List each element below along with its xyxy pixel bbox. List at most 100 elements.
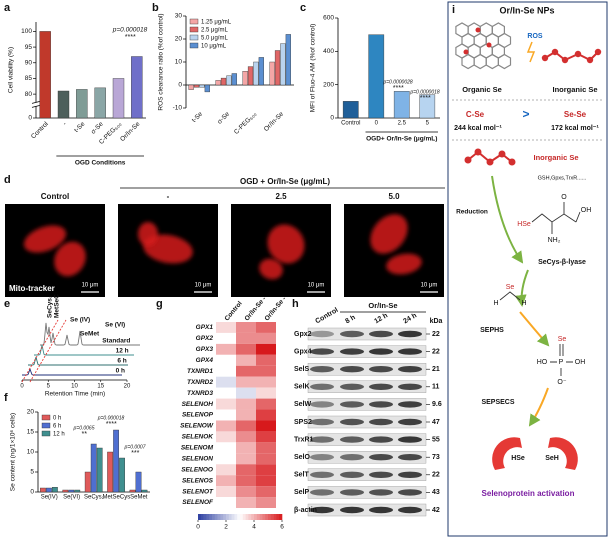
bar	[199, 84, 205, 88]
panel-letter: c	[300, 2, 306, 14]
colorbar-label: 0	[196, 524, 200, 531]
schematic-text: O⁻	[557, 379, 566, 386]
row-label: SelP	[294, 489, 310, 496]
annotation: p=0.000018	[97, 415, 125, 421]
blot-band	[310, 383, 334, 390]
bar	[419, 94, 436, 119]
bar	[74, 489, 81, 493]
y-tick-label: 600	[323, 15, 334, 22]
peak-label: Se (IV)	[70, 317, 90, 324]
phosphate-bonds	[550, 344, 573, 376]
legend-label: 5.0 μg/mL	[201, 36, 228, 42]
stain-label: Mito-tracker	[9, 284, 55, 293]
row-label: SelW	[294, 401, 312, 408]
cell-signal	[138, 222, 158, 246]
heatmap-cell	[256, 420, 276, 432]
heatmap-cell	[216, 409, 236, 421]
blot-band	[340, 401, 364, 408]
row-label: SELENOK	[182, 434, 215, 441]
column-label: 24 h	[402, 312, 418, 325]
bar	[274, 50, 281, 86]
blot-band	[369, 436, 393, 443]
kda-label: 9.6	[432, 401, 442, 408]
heatmap-cell	[236, 332, 256, 344]
blot-band	[340, 506, 364, 514]
heatmap-cell	[236, 453, 256, 465]
row-label: SPS2	[294, 419, 312, 426]
blot-band	[310, 330, 334, 338]
heatmap-cell	[236, 343, 256, 355]
heatmap-cell	[216, 398, 236, 410]
cell-signal	[23, 225, 67, 253]
y-tick-label: 20	[175, 36, 183, 43]
x-tick-label: Control	[341, 121, 360, 127]
heatmap-cell	[236, 409, 256, 421]
row-label: TXNRD2	[187, 379, 213, 386]
heatmap-cell	[256, 409, 276, 421]
blot-band	[398, 348, 422, 355]
colorbar-step	[228, 514, 232, 520]
peak-label: Se (VI)	[105, 322, 125, 329]
annotation: ***	[131, 450, 139, 457]
colorbar-step	[276, 514, 280, 520]
graphene-ring	[485, 53, 499, 70]
blot-band	[369, 454, 393, 461]
cell-signal	[54, 241, 86, 277]
heatmap-cell	[236, 376, 256, 388]
colorbar-step	[212, 514, 216, 520]
bar	[220, 77, 227, 86]
x-tick-label: Control	[30, 120, 50, 140]
y-tick-label: 0	[30, 489, 34, 496]
row-label: SELENOW	[180, 423, 214, 430]
schematic-text: OH	[581, 207, 592, 214]
bar	[280, 43, 286, 86]
heatmap-cell	[236, 322, 256, 333]
row-label: Gpx4	[294, 348, 312, 355]
y-tick-label: -10	[173, 105, 183, 112]
axis-break	[31, 101, 41, 104]
y-tick-label: 0	[178, 82, 182, 89]
y-tick-label: 15	[27, 429, 35, 436]
heatmap-cell	[236, 442, 256, 454]
blot-band	[340, 489, 364, 496]
cell-signal	[259, 258, 283, 280]
heatmap-cell	[216, 453, 236, 465]
panel-letter: a	[4, 2, 11, 14]
colorbar-step	[206, 514, 210, 520]
heatmap-cell	[236, 486, 256, 498]
bar	[62, 489, 69, 493]
row-label: GPX2	[196, 335, 214, 342]
bar	[39, 31, 51, 119]
heatmap-cell	[256, 431, 276, 443]
blot-band	[398, 506, 422, 514]
heatmap-cell	[216, 497, 236, 508]
bar	[204, 84, 210, 93]
h2se-bonds	[499, 291, 521, 301]
y-axis-title: Cell viability (%)	[8, 47, 15, 93]
secys-skeleton	[531, 202, 581, 234]
arrow	[514, 269, 529, 307]
colorbar-step	[209, 514, 213, 520]
heatmap-cell	[236, 497, 256, 508]
x-tick-label: 10	[71, 384, 78, 390]
bar	[141, 489, 148, 493]
schematic-text: Se-Se	[564, 110, 587, 119]
row-label: SelS	[294, 366, 310, 373]
schematic-text: GSH,Gpxs,TrxR......	[538, 175, 587, 181]
blot-band	[340, 383, 364, 390]
bar	[285, 34, 291, 86]
y-tick-label: 30	[175, 13, 183, 20]
bar	[96, 447, 103, 493]
blot-band	[398, 454, 422, 461]
column-label: -	[167, 192, 170, 201]
se-atom	[508, 158, 516, 166]
bar	[113, 429, 119, 493]
heatmap-cell	[216, 387, 236, 399]
blot-band	[310, 366, 334, 373]
bar	[342, 101, 359, 119]
y-tick-label: 20	[27, 409, 35, 416]
arrow	[528, 387, 549, 427]
colorbar-step	[217, 514, 221, 520]
annotation: ****	[393, 85, 404, 92]
protein-ring	[492, 437, 522, 470]
